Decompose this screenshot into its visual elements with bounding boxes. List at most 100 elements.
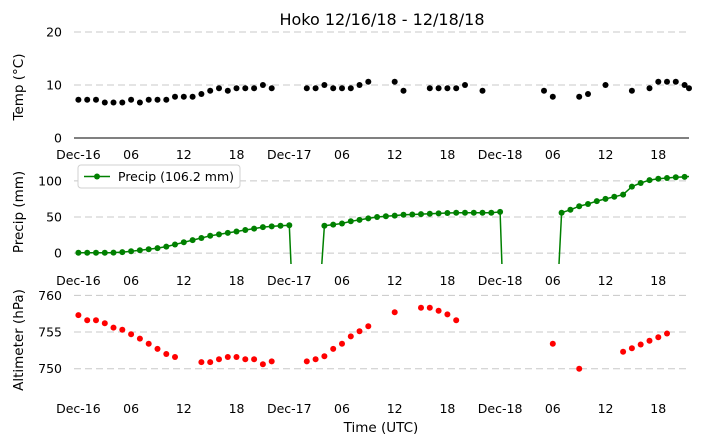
temp-point bbox=[541, 87, 547, 94]
alt-point bbox=[259, 361, 266, 368]
temp-point bbox=[479, 87, 486, 94]
precip-point bbox=[224, 229, 231, 236]
alt-point bbox=[224, 354, 231, 360]
temp-point bbox=[462, 82, 468, 88]
alt-y-ticks: 750 755 760 bbox=[38, 288, 62, 376]
alt-x-tick-label: 12 bbox=[176, 401, 192, 416]
temp-point bbox=[119, 99, 126, 106]
temp-y-ticks: 0 10 20 bbox=[46, 25, 62, 146]
alt-point bbox=[365, 323, 372, 330]
temp-point bbox=[224, 87, 231, 94]
alt-point bbox=[268, 358, 275, 365]
precip-point bbox=[189, 237, 196, 244]
temp-y-tick-label: 20 bbox=[46, 25, 62, 40]
temp-point bbox=[672, 78, 679, 85]
temp-point bbox=[154, 96, 161, 103]
alt-point bbox=[426, 304, 433, 311]
temp-grid bbox=[74, 31, 689, 86]
precip-point bbox=[409, 211, 416, 218]
temp-point bbox=[312, 85, 319, 92]
precip-point bbox=[277, 222, 284, 229]
alt-x-tick-label: 18 bbox=[650, 401, 666, 416]
alt-point bbox=[216, 356, 222, 363]
precip-point bbox=[242, 227, 249, 233]
precip-x-tick-label: 18 bbox=[650, 273, 666, 288]
precip-point bbox=[268, 223, 275, 230]
precip-point bbox=[382, 213, 389, 220]
chart-title: Hoko 12/16/18 - 12/18/18 bbox=[279, 10, 484, 29]
precip-point bbox=[628, 183, 635, 190]
alt-point bbox=[356, 328, 363, 335]
precip-marks bbox=[75, 173, 690, 265]
x-axis-label: Time (UTC) bbox=[343, 420, 419, 436]
temp-point bbox=[163, 96, 170, 103]
precip-point bbox=[585, 201, 591, 207]
precip-point bbox=[435, 210, 442, 217]
precip-point bbox=[233, 228, 240, 235]
precip-point bbox=[418, 211, 424, 218]
precip-point bbox=[356, 216, 363, 223]
alt-x-tick-label: 18 bbox=[229, 401, 245, 416]
temp-x-ticks: Dec-16 06 12 18 Dec-17 06 12 18 Dec-18 06 12 18 bbox=[56, 147, 666, 162]
panel-temp: 0 10 20 Dec-16 06 12 18 Dec-17 06 12 18 Dec-18 06 12… bbox=[11, 25, 692, 162]
temp-point bbox=[136, 99, 143, 106]
temp-point bbox=[180, 93, 187, 100]
temp-point bbox=[576, 93, 583, 100]
precip-point bbox=[321, 222, 328, 229]
temp-point bbox=[391, 78, 398, 85]
precip-point bbox=[611, 193, 618, 200]
precip-y-tick-label: 0 bbox=[54, 246, 62, 261]
alt-x-tick-label: Dec-17 bbox=[267, 401, 312, 416]
alt-point bbox=[233, 354, 240, 360]
precip-y-axis-label: Precip (mm) bbox=[11, 171, 27, 253]
precip-x-tick-label: 06 bbox=[545, 273, 561, 288]
alt-grid bbox=[74, 294, 689, 370]
precip-point bbox=[637, 180, 644, 186]
precip-point bbox=[681, 173, 688, 180]
precip-point bbox=[84, 249, 91, 256]
temp-point bbox=[84, 96, 91, 103]
precip-point bbox=[136, 247, 143, 254]
precip-point bbox=[365, 215, 372, 222]
temp-point bbox=[259, 82, 266, 88]
precip-point bbox=[462, 209, 468, 216]
alt-y-axis-label: Altimeter (hPa) bbox=[11, 289, 27, 391]
temp-point bbox=[628, 87, 635, 94]
temp-point bbox=[435, 85, 442, 92]
precip-x-tick-label: 12 bbox=[176, 273, 192, 288]
temp-x-tick-label: 06 bbox=[123, 147, 139, 162]
alt-marks bbox=[75, 304, 670, 372]
alt-point bbox=[628, 345, 635, 352]
precip-point bbox=[400, 211, 407, 218]
alt-point bbox=[110, 324, 117, 331]
temp-x-tick-label: 06 bbox=[545, 147, 561, 162]
alt-point bbox=[339, 340, 345, 347]
alt-point bbox=[418, 304, 424, 311]
panel-precip: 0 50 100 Dec-16 06 12 18 Dec-17 06 12 18 Dec-18 06 1… bbox=[11, 164, 690, 288]
temp-point bbox=[216, 85, 222, 92]
legend-marker-sample bbox=[94, 173, 100, 180]
precip-y-tick-label: 50 bbox=[46, 210, 62, 225]
temp-point bbox=[251, 85, 258, 92]
alt-point bbox=[549, 340, 556, 347]
temp-point bbox=[268, 85, 275, 92]
precip-point bbox=[75, 249, 82, 256]
temp-point bbox=[110, 99, 117, 106]
temp-x-tick-label: 18 bbox=[650, 147, 666, 162]
alt-point bbox=[163, 351, 170, 357]
precip-point bbox=[180, 239, 187, 246]
precip-point bbox=[93, 249, 99, 256]
precip-point bbox=[172, 241, 178, 248]
temp-point bbox=[189, 93, 196, 100]
alt-point bbox=[101, 320, 108, 327]
temp-x-tick-label: 06 bbox=[334, 147, 350, 162]
alt-point bbox=[154, 345, 161, 352]
precip-point bbox=[128, 248, 135, 255]
alt-x-tick-label: 12 bbox=[387, 401, 403, 416]
precip-x-tick-label: Dec-17 bbox=[267, 273, 312, 288]
precip-point bbox=[391, 212, 398, 219]
precip-point bbox=[119, 249, 126, 256]
alt-point bbox=[172, 354, 178, 360]
alt-x-ticks: Dec-16 06 12 18 Dec-17 06 12 18 Dec-18 06 12 18 bbox=[56, 401, 666, 416]
alt-x-tick-label: 18 bbox=[439, 401, 455, 416]
